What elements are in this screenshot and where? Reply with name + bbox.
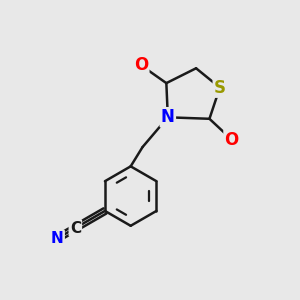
Text: O: O [225,130,239,148]
Text: O: O [134,56,148,74]
Text: C: C [70,220,81,236]
Text: N: N [161,108,175,126]
Text: N: N [51,231,64,246]
Text: S: S [214,79,226,97]
